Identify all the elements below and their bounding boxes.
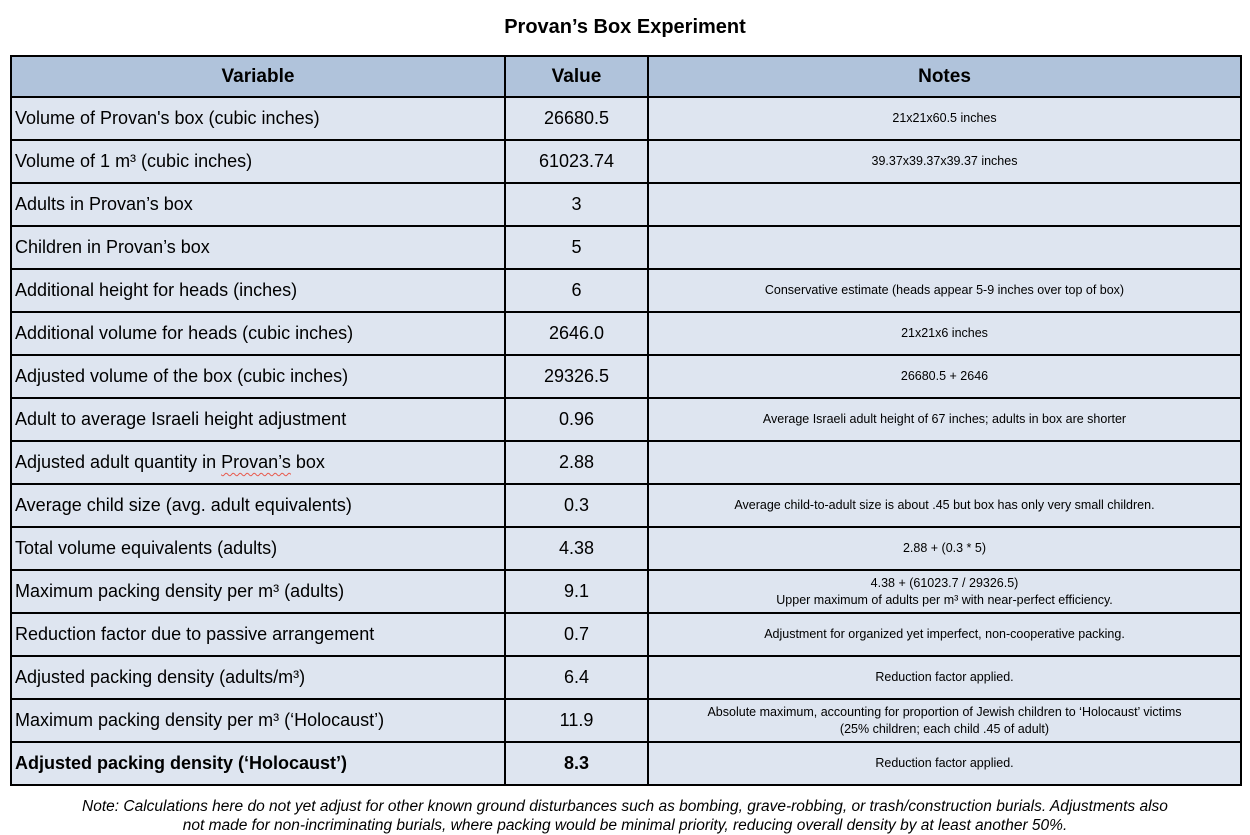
variable-cell: Adjusted adult quantity in Provan’s box — [10, 440, 506, 485]
variable-cell: Adjusted volume of the box (cubic inches… — [10, 354, 506, 399]
table-row: Adjusted adult quantity in Provan’s box 2… — [10, 440, 1242, 485]
column-header-value: Value — [504, 55, 649, 98]
notes-cell: 21x21x6 inches — [647, 311, 1242, 356]
value-cell: 0.96 — [504, 397, 649, 442]
notes-cell: 26680.5 + 2646 — [647, 354, 1242, 399]
table-row: Adults in Provan’s box 3 — [10, 182, 1242, 227]
header-row: Variable Value Notes — [10, 55, 1242, 98]
experiment-table: Variable Value Notes Volume of Provan's … — [10, 55, 1242, 786]
variable-cell: Children in Provan’s box — [10, 225, 506, 270]
variable-cell: Volume of Provan's box (cubic inches) — [10, 96, 506, 141]
variable-cell: Maximum packing density per m³ (adults) — [10, 569, 506, 614]
page-title: Provan’s Box Experiment — [504, 16, 746, 38]
notes-cell: Absolute maximum, accounting for proport… — [647, 698, 1242, 743]
value-cell: 61023.74 — [504, 139, 649, 184]
variable-cell: Average child size (avg. adult equivalen… — [10, 483, 506, 528]
footnote-line-1: Note: Calculations here do not yet adjus… — [82, 798, 1168, 815]
table-row: Adult to average Israeli height adjustme… — [10, 397, 1242, 442]
footnote-line-2: not made for non-incriminating burials, … — [182, 817, 1068, 834]
variable-cell: Volume of 1 m³ (cubic inches) — [10, 139, 506, 184]
table-row: Maximum packing density per m³ (adults) 9… — [10, 569, 1242, 614]
value-cell: 29326.5 — [504, 354, 649, 399]
value-cell: 2.88 — [504, 440, 649, 485]
notes-cell: 21x21x60.5 inches — [647, 96, 1242, 141]
table-row: Total volume equivalents (adults) 4.38 2.8… — [10, 526, 1242, 571]
notes-cell: Average Israeli adult height of 67 inche… — [647, 397, 1242, 442]
variable-cell: Total volume equivalents (adults) — [10, 526, 506, 571]
table-row: Adjusted packing density (‘Holocaust’) 8.… — [10, 741, 1242, 786]
value-cell: 6 — [504, 268, 649, 313]
notes-cell: 4.38 + (61023.7 / 29326.5) Upper maximum … — [647, 569, 1242, 614]
table-header: Variable Value Notes — [10, 55, 1242, 98]
value-cell: 2646.0 — [504, 311, 649, 356]
variable-cell: Reduction factor due to passive arrangem… — [10, 612, 506, 657]
value-cell: 0.7 — [504, 612, 649, 657]
variable-cell: Adult to average Israeli height adjustme… — [10, 397, 506, 442]
value-cell: 3 — [504, 182, 649, 227]
variable-cell: Maximum packing density per m³ (‘Holocau… — [10, 698, 506, 743]
value-cell: 9.1 — [504, 569, 649, 614]
misspelled-word: Provan’s — [221, 452, 291, 472]
table-row: Children in Provan’s box 5 — [10, 225, 1242, 270]
value-cell: 26680.5 — [504, 96, 649, 141]
value-cell: 4.38 — [504, 526, 649, 571]
table-row: Additional volume for heads (cubic inche… — [10, 311, 1242, 356]
notes-cell: Reduction factor applied. — [647, 741, 1242, 786]
notes-cell — [647, 225, 1242, 270]
value-cell: 5 — [504, 225, 649, 270]
value-cell: 8.3 — [504, 741, 649, 786]
table-row: Adjusted volume of the box (cubic inches… — [10, 354, 1242, 399]
notes-cell — [647, 182, 1242, 227]
column-header-variable: Variable — [10, 55, 506, 98]
notes-cell — [647, 440, 1242, 485]
table-row: Volume of Provan's box (cubic inches) 266… — [10, 96, 1242, 141]
table-row: Maximum packing density per m³ (‘Holocau… — [10, 698, 1242, 743]
notes-cell: Adjustment for organized yet imperfect, … — [647, 612, 1242, 657]
value-cell: 6.4 — [504, 655, 649, 700]
table-row: Average child size (avg. adult equivalen… — [10, 483, 1242, 528]
variable-cell: Additional volume for heads (cubic inche… — [10, 311, 506, 356]
notes-cell: Conservative estimate (heads appear 5-9 … — [647, 268, 1242, 313]
notes-cell: 2.88 + (0.3 * 5) — [647, 526, 1242, 571]
table-row: Additional height for heads (inches) 6 Con… — [10, 268, 1242, 313]
table-body: Volume of Provan's box (cubic inches) 266… — [10, 96, 1242, 786]
table-row: Volume of 1 m³ (cubic inches) 61023.74 39.… — [10, 139, 1242, 184]
table-row: Reduction factor due to passive arrangem… — [10, 612, 1242, 657]
notes-cell: Average child-to-adult size is about .45… — [647, 483, 1242, 528]
value-cell: 0.3 — [504, 483, 649, 528]
notes-cell: 39.37x39.37x39.37 inches — [647, 139, 1242, 184]
variable-cell: Additional height for heads (inches) — [10, 268, 506, 313]
variable-cell: Adjusted packing density (adults/m³) — [10, 655, 506, 700]
variable-cell: Adults in Provan’s box — [10, 182, 506, 227]
notes-cell: Reduction factor applied. — [647, 655, 1242, 700]
footnote: Note: Calculations here do not yet adjus… — [0, 797, 1250, 835]
value-cell: 11.9 — [504, 698, 649, 743]
variable-cell: Adjusted packing density (‘Holocaust’) — [10, 741, 506, 786]
table-row: Adjusted packing density (adults/m³) 6.4 R… — [10, 655, 1242, 700]
column-header-notes: Notes — [647, 55, 1242, 98]
